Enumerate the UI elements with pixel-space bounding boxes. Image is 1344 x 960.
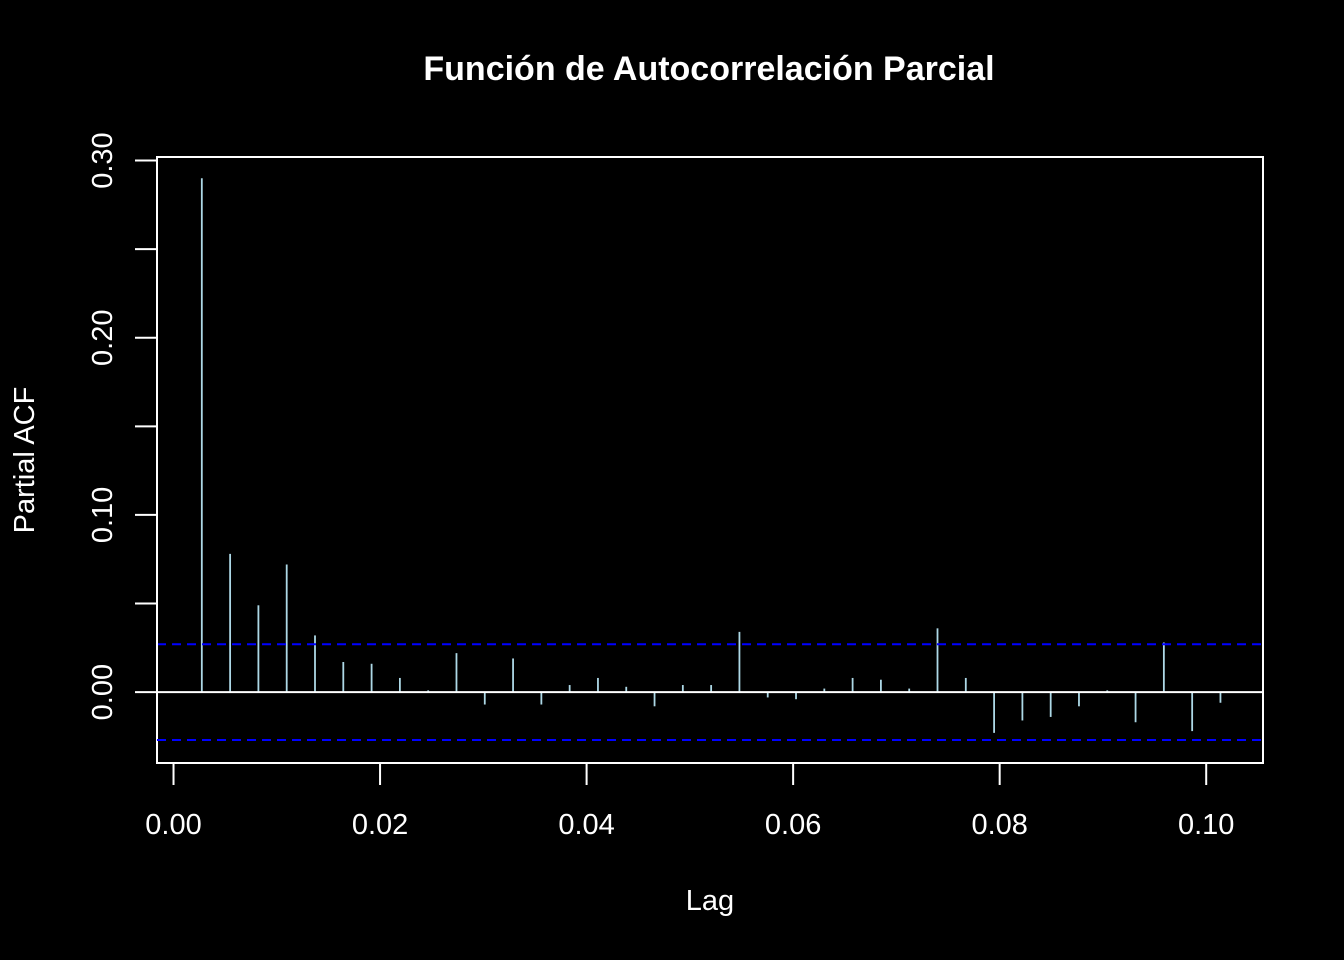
x-axis: 0.00 0.02 0.04 0.06 0.08 0.10	[145, 762, 1234, 841]
plot-frame	[156, 156, 1264, 764]
y-tick-label: 0.00	[87, 664, 119, 720]
y-tick-label: 0.30	[87, 132, 119, 188]
chart-title: Función de Autocorrelación Parcial	[423, 50, 994, 88]
x-tick-label: 0.08	[971, 809, 1027, 841]
y-tick-label: 0.10	[87, 487, 119, 543]
x-tick-label: 0.10	[1178, 809, 1234, 841]
y-axis-label: Partial ACF	[9, 387, 41, 534]
x-tick-label: 0.02	[352, 809, 408, 841]
x-axis-label: Lag	[686, 885, 734, 917]
pacf-bars	[200, 178, 1222, 733]
x-tick-label: 0.06	[765, 809, 821, 841]
y-tick-label: 0.20	[87, 310, 119, 366]
x-tick-label: 0.04	[558, 809, 614, 841]
y-axis: 0.00 0.10 0.20 0.30	[87, 132, 158, 720]
confidence-bounds	[157, 643, 1263, 741]
x-tick-label: 0.00	[145, 809, 201, 841]
